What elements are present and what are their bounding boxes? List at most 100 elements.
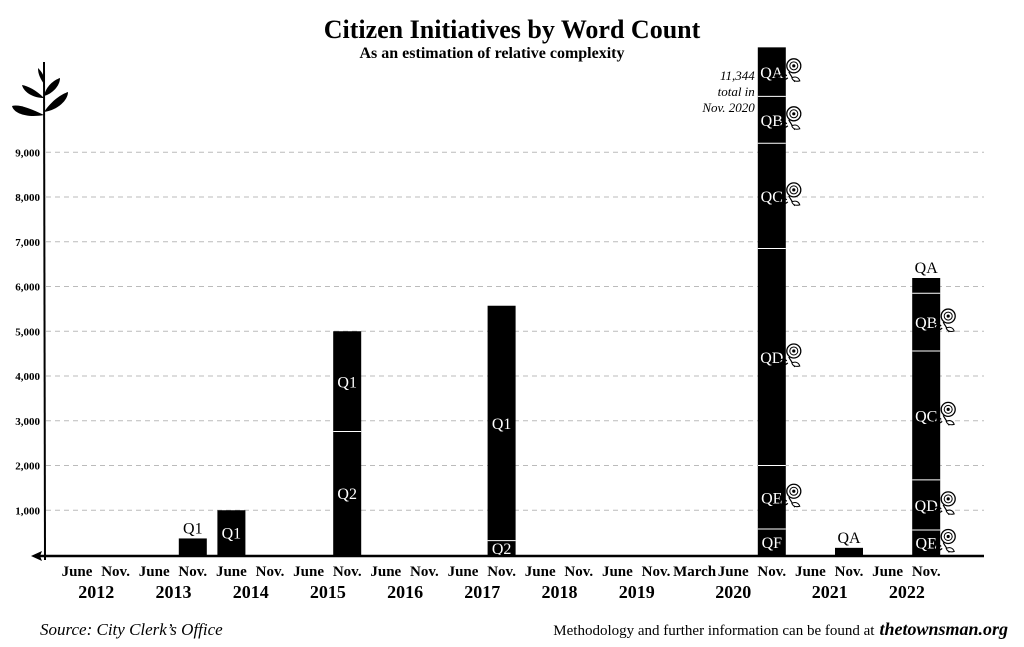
bar-segment	[757, 248, 786, 466]
y-tick-label: 4,000	[15, 371, 40, 383]
bar-segment	[487, 305, 516, 541]
x-tick-label: June	[448, 564, 479, 580]
flower-icon	[933, 401, 956, 426]
x-axis-labels: June Nov. June Nov. June Nov. June Nov. June Nov.…	[62, 564, 941, 602]
x-tick-label: March	[673, 564, 717, 580]
flower-icon	[933, 491, 956, 516]
year-label: 2020	[715, 582, 751, 602]
stacked-bar: QE QD QC QB QA	[912, 260, 941, 555]
bar-segment	[217, 510, 246, 555]
year-label: 2016	[387, 582, 423, 602]
total-note-line: total in	[718, 84, 755, 99]
segment-label: Q2	[337, 486, 357, 503]
bar-segment	[835, 547, 863, 555]
x-tick-label: Nov.	[256, 564, 285, 580]
year-label: 2017	[464, 582, 500, 602]
y-tick-label: 6,000	[15, 282, 40, 294]
bar-segment	[757, 529, 786, 555]
bar-segment	[487, 540, 516, 555]
bar-segment	[912, 479, 941, 530]
y-tick-label: 5,000	[15, 326, 40, 338]
y-tick-label: 9,000	[15, 147, 40, 159]
stacked-bar: QA	[835, 530, 863, 555]
segment-label: QB	[915, 315, 937, 332]
stacked-bar: Q1	[178, 520, 207, 555]
x-tick-label: June	[602, 564, 633, 580]
bar-segment	[178, 538, 207, 555]
bar-segment	[757, 465, 786, 530]
y-tick-label: 7,000	[15, 237, 40, 249]
year-label: 2022	[889, 582, 925, 602]
flower-icon	[933, 308, 956, 333]
year-label: 2013	[156, 582, 192, 602]
methodology-note: Methodology and further information can …	[553, 619, 1008, 639]
segment-label: QA	[837, 530, 861, 547]
flower-icon	[779, 58, 802, 83]
year-label: 2021	[812, 582, 848, 602]
y-tick-label: 3,000	[15, 416, 40, 428]
bar-segment	[912, 277, 941, 294]
bar-segment	[333, 331, 362, 432]
x-tick-label: June	[718, 564, 749, 580]
x-tick-label: June	[216, 564, 247, 580]
segment-label: QD	[760, 350, 783, 367]
segment-label: QC	[915, 408, 937, 425]
x-tick-label: Nov.	[564, 564, 593, 580]
y-axis-ticks: 1,000 2,000 3,000 4,000 5,000 6,000 7,000 8,000…	[15, 147, 40, 517]
x-tick-label: Nov.	[178, 564, 207, 580]
x-tick-label: Nov.	[101, 564, 130, 580]
bar-segment	[757, 47, 786, 97]
segment-label: Q1	[492, 416, 512, 433]
flower-icon	[779, 182, 802, 207]
x-tick-label: June	[872, 564, 903, 580]
bar-segment	[912, 529, 941, 555]
segment-label: QC	[761, 189, 783, 206]
x-tick-label: June	[139, 564, 170, 580]
year-label: 2019	[619, 582, 655, 602]
total-note-line: 11,344	[720, 68, 755, 83]
x-tick-label: Nov.	[757, 564, 786, 580]
x-tick-label: Nov.	[333, 564, 362, 580]
y-tick-label: 1,000	[15, 505, 40, 517]
flower-icon	[779, 106, 802, 131]
x-tick-label: June	[62, 564, 93, 580]
bar-segment	[757, 96, 786, 144]
bar-segment	[912, 350, 941, 480]
bar-segment	[757, 143, 786, 249]
stacked-bar: QF QE QD QC QB QA	[757, 47, 786, 555]
segment-label: Q1	[222, 526, 242, 543]
bars: Q1 Q1 Q2 Q1 Q2 Q1 QF QE QD QC QB QA QA QE QD QC QB QA	[178, 47, 956, 558]
segment-label: Q1	[183, 520, 203, 537]
segment-label: QF	[762, 535, 783, 552]
flower-icon	[933, 528, 956, 553]
bar-segment	[333, 431, 362, 555]
x-tick-label: June	[795, 564, 826, 580]
y-tick-label: 8,000	[15, 192, 40, 204]
y-tick-label: 2,000	[15, 461, 40, 473]
year-label: 2015	[310, 582, 346, 602]
x-tick-label: Nov.	[835, 564, 864, 580]
x-tick-label: Nov.	[410, 564, 439, 580]
chart-subtitle: As an estimation of relative complexity	[360, 45, 625, 62]
year-label: 2012	[78, 582, 114, 602]
segment-label: Q1	[337, 374, 357, 391]
segment-label: Q2	[492, 541, 512, 558]
x-tick-label: June	[525, 564, 556, 580]
segment-label: QE	[916, 535, 937, 552]
x-tick-label: Nov.	[912, 564, 941, 580]
flower-icon	[779, 343, 802, 368]
methodology-text: Methodology and further information can …	[553, 623, 875, 639]
x-tick-label: Nov.	[487, 564, 516, 580]
segment-label: QA	[760, 65, 784, 82]
stacked-bar: Q1	[217, 510, 246, 555]
x-axis-arrow-icon	[31, 551, 42, 561]
site-link[interactable]: thetownsman.org	[879, 619, 1008, 639]
segment-label: QD	[915, 498, 938, 515]
total-note-line: Nov. 2020	[701, 100, 755, 115]
bar-segment	[912, 293, 941, 351]
source-note: Source: City Clerk’s Office	[40, 620, 223, 639]
sprout-logo-icon	[12, 61, 68, 561]
bar-top-label: QA	[915, 260, 939, 277]
